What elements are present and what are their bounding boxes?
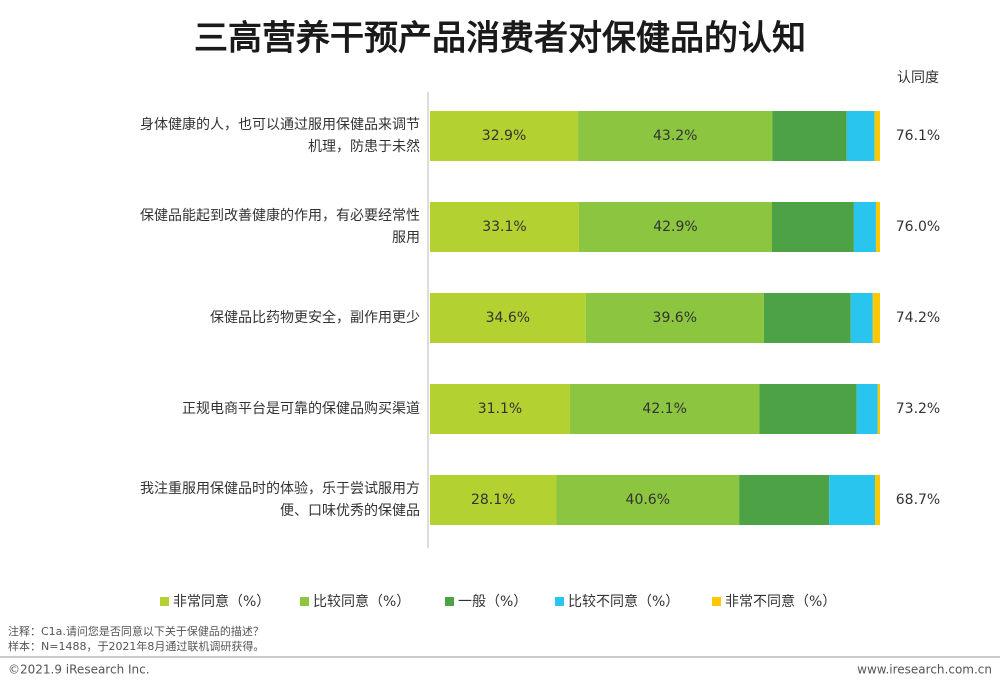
value-label: 42.9% xyxy=(653,219,697,235)
copyright: ©2021.9 iResearch Inc. xyxy=(8,663,150,677)
category-label: 保健品比药物更安全，副作用更少 xyxy=(210,310,420,326)
bar-segment xyxy=(585,293,764,343)
note: 样本：N=1488，于2021年8月通过联机调研获得。 xyxy=(8,639,264,653)
legend-swatch xyxy=(712,597,721,606)
legend-label: 非常同意（%） xyxy=(173,593,270,610)
bar-segment xyxy=(578,111,773,161)
legend-label: 比较不同意（%） xyxy=(568,593,679,610)
bar-segment xyxy=(430,111,579,161)
value-label: 42.1% xyxy=(642,401,686,417)
value-label: 28.1% xyxy=(471,492,515,508)
bar-segment xyxy=(763,293,851,343)
note: 注释：C1a.请问您是否同意以下关于保健品的描述？ xyxy=(8,624,264,638)
legend-label: 非常不同意（%） xyxy=(725,593,836,610)
agreement-label: 74.2% xyxy=(896,310,940,326)
chart-title: 三高营养干预产品消费者对保健品的认知 xyxy=(194,19,806,59)
value-label: 43.2% xyxy=(653,128,697,144)
bar-segment xyxy=(772,111,847,161)
bar-segment xyxy=(874,111,880,161)
website: www.iresearch.com.cn xyxy=(857,663,992,677)
bar-segment xyxy=(430,202,579,252)
bar-segment xyxy=(430,293,586,343)
value-label: 31.1% xyxy=(478,401,522,417)
bar-segment xyxy=(759,384,857,434)
legend-swatch xyxy=(555,597,564,606)
value-label: 34.6% xyxy=(486,310,530,326)
bar-segment xyxy=(846,111,875,161)
bar-segment xyxy=(556,475,740,525)
category-label: 保健品能起到改善健康的作用，有必要经常性服用 xyxy=(140,208,420,246)
category-label: 我注重服用保健品时的体验，乐于尝试服用方便、口味优秀的保健品 xyxy=(140,481,420,519)
legend-swatch xyxy=(300,597,309,606)
legend-swatch xyxy=(160,597,169,606)
bar-segment xyxy=(739,475,830,525)
agreement-label: 76.1% xyxy=(896,128,940,144)
bar-segment xyxy=(856,384,878,434)
agreement-label: 73.2% xyxy=(896,401,940,417)
value-label: 39.6% xyxy=(653,310,697,326)
agreement-label: 68.7% xyxy=(896,492,940,508)
value-label: 33.1% xyxy=(482,219,526,235)
bar-segment xyxy=(569,384,760,434)
bar-segment xyxy=(850,293,873,343)
bar-segment xyxy=(430,384,570,434)
bar-segment xyxy=(578,202,772,252)
value-label: 40.6% xyxy=(626,492,670,508)
agreement-label: 76.0% xyxy=(896,219,940,235)
bar-segment xyxy=(872,293,880,343)
legend-swatch xyxy=(445,597,454,606)
value-label: 32.9% xyxy=(482,128,526,144)
category-label: 身体健康的人，也可以通过服用保健品来调节机理，防患于未然 xyxy=(140,117,420,155)
legend-label: 一般（%） xyxy=(458,594,527,610)
bar-segment xyxy=(430,475,557,525)
bar-segment xyxy=(829,475,876,525)
agreement-title: 认同度 xyxy=(897,70,939,86)
bar-segment xyxy=(875,202,880,252)
bar-segment xyxy=(853,202,876,252)
legend-label: 比较同意（%） xyxy=(313,593,410,610)
category-label: 正规电商平台是可靠的保健品购买渠道 xyxy=(182,401,420,417)
bar-segment xyxy=(772,202,854,252)
bar-segment xyxy=(877,384,880,434)
bar-segment xyxy=(875,475,880,525)
